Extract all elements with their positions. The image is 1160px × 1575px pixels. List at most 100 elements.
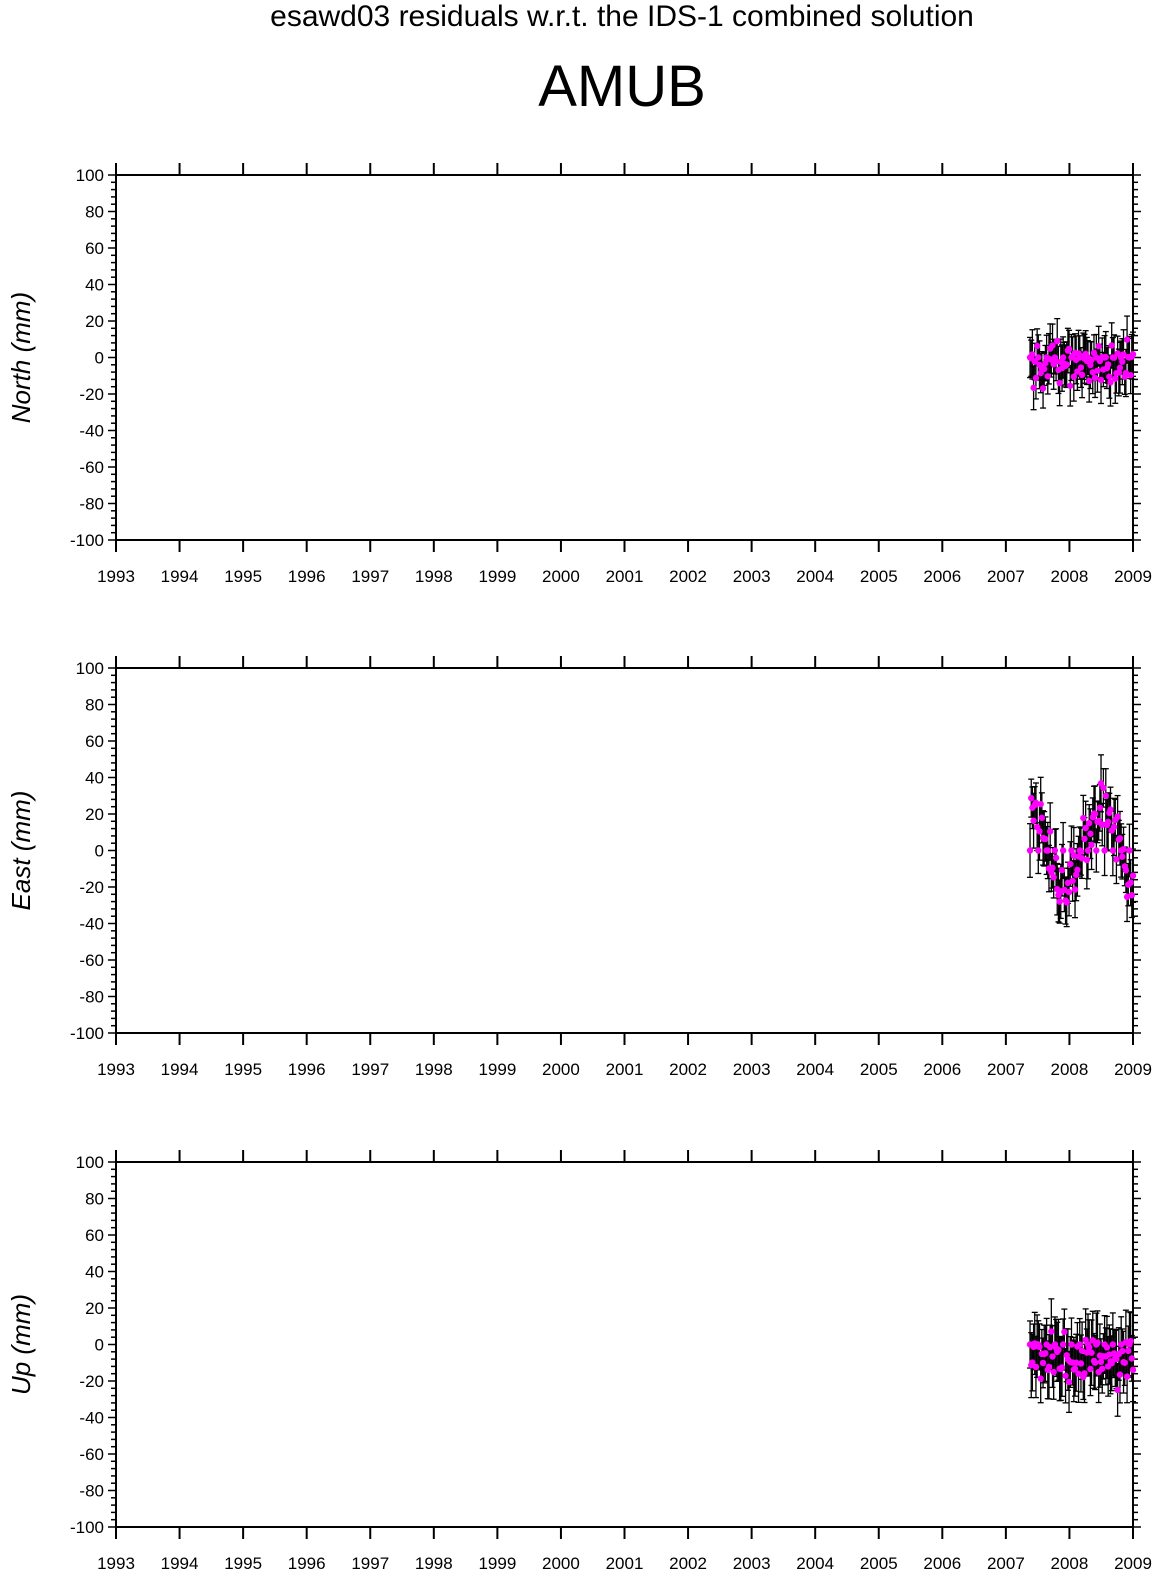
y-tick-label: -100 xyxy=(70,531,104,550)
data-point xyxy=(1030,817,1037,824)
data-point xyxy=(1107,379,1114,386)
data-point xyxy=(1116,364,1124,371)
data-point xyxy=(1087,1365,1094,1373)
x-tick-label: 2001 xyxy=(606,1554,644,1573)
panel-up: 1993 1994 1995 1996 1997 1998 1999 2000 2001 2002… xyxy=(6,1150,1152,1573)
y-tick-label: 20 xyxy=(85,1299,104,1318)
y-tick-label: -40 xyxy=(79,915,104,934)
data-point xyxy=(1127,1337,1134,1345)
data-point xyxy=(1128,1355,1135,1362)
data-point xyxy=(1068,847,1075,854)
y-tick-label: -80 xyxy=(79,495,104,514)
x-tick-label: 2001 xyxy=(606,1060,644,1079)
x-tick-label: 2007 xyxy=(987,1060,1025,1079)
data-point xyxy=(1059,1341,1067,1348)
x-tick-label: 2000 xyxy=(542,567,580,586)
y-tick-label: 40 xyxy=(85,276,104,295)
data-point xyxy=(1039,1359,1047,1367)
data-point xyxy=(1088,356,1095,364)
data-point xyxy=(1127,879,1134,886)
data-point xyxy=(1026,847,1034,854)
data-point xyxy=(1129,351,1137,358)
data-point xyxy=(1129,872,1137,879)
x-tick-label: 2003 xyxy=(733,1554,771,1573)
data-point xyxy=(1080,814,1087,822)
data-point xyxy=(1052,854,1060,861)
data-point xyxy=(1032,374,1040,382)
data-point xyxy=(1046,828,1054,835)
x-tick-label: 1994 xyxy=(161,1060,199,1079)
data-point xyxy=(1113,1355,1120,1363)
data-point xyxy=(1110,823,1118,831)
y-tick-label: -60 xyxy=(79,1445,104,1464)
y-tick-label: 0 xyxy=(95,842,104,861)
x-tick-label: 1993 xyxy=(97,1060,135,1079)
x-tick-label: 1997 xyxy=(351,1060,389,1079)
data-point xyxy=(1094,1339,1101,1346)
y-tick-label: 60 xyxy=(85,1226,104,1245)
data-point xyxy=(1122,369,1130,377)
data-point xyxy=(1065,888,1073,896)
data-point xyxy=(1071,1365,1079,1372)
x-tick-label: 1995 xyxy=(224,1060,262,1079)
x-tick-label: 2009 xyxy=(1114,1060,1152,1079)
data-point xyxy=(1095,342,1102,350)
data-point xyxy=(1038,814,1046,822)
data-point xyxy=(1126,847,1133,854)
data-point xyxy=(1077,364,1085,371)
x-tick-label: 2008 xyxy=(1051,1554,1089,1573)
y-tick-label: -20 xyxy=(79,878,104,897)
data-point xyxy=(1049,864,1056,872)
data-point xyxy=(1109,847,1117,854)
y-tick-label: 100 xyxy=(76,1153,104,1172)
data-point xyxy=(1059,354,1067,361)
data-point xyxy=(1122,867,1130,874)
data-point xyxy=(1065,1378,1073,1386)
x-tick-label: 2009 xyxy=(1114,567,1152,586)
data-point xyxy=(1044,847,1051,854)
data-point xyxy=(1113,856,1120,863)
data-point xyxy=(1116,1371,1124,1378)
data-point xyxy=(1125,1347,1132,1355)
y-tick-label: 0 xyxy=(95,1336,104,1355)
x-tick-label: 2002 xyxy=(669,567,707,586)
y-tick-label: 100 xyxy=(76,659,104,678)
x-tick-label: 2003 xyxy=(733,567,771,586)
y-tick-label: -100 xyxy=(70,1518,104,1537)
y-tick-label: -60 xyxy=(79,458,104,477)
data-point xyxy=(1104,361,1112,368)
x-tick-label: 1993 xyxy=(97,1554,135,1573)
y-tick-label: 80 xyxy=(85,203,104,222)
plot-frame xyxy=(115,174,1134,541)
data-point xyxy=(1029,1359,1036,1366)
data-point xyxy=(1069,877,1076,885)
data-point xyxy=(1119,358,1126,365)
x-tick-label: 1998 xyxy=(415,1554,453,1573)
data-point xyxy=(1083,856,1091,864)
data-point xyxy=(1081,835,1088,843)
x-tick-label: 2006 xyxy=(923,567,961,586)
x-tick-label: 2008 xyxy=(1051,567,1089,586)
x-tick-label: 1999 xyxy=(478,1060,516,1079)
y-axis-label: East (mm) xyxy=(6,791,36,911)
y-axis-label: North (mm) xyxy=(6,292,36,423)
data-point xyxy=(1109,1341,1117,1348)
x-tick-label: 1995 xyxy=(224,567,262,586)
data-point xyxy=(1091,1359,1099,1366)
x-tick-label: 2005 xyxy=(860,1554,898,1573)
data-point xyxy=(1028,794,1035,802)
data-point xyxy=(1110,354,1118,361)
data-point xyxy=(1116,835,1124,842)
x-tick-label: 2008 xyxy=(1051,1060,1089,1079)
x-tick-label: 2002 xyxy=(669,1060,707,1079)
data-point xyxy=(1120,846,1127,853)
data-point xyxy=(1050,1368,1057,1376)
x-tick-label: 1998 xyxy=(415,1060,453,1079)
data-point xyxy=(1104,818,1112,826)
data-point xyxy=(1037,800,1044,808)
data-point xyxy=(1055,1346,1062,1353)
y-tick-label: -60 xyxy=(79,951,104,970)
data-point xyxy=(1072,1359,1080,1366)
data-point xyxy=(1078,371,1086,379)
